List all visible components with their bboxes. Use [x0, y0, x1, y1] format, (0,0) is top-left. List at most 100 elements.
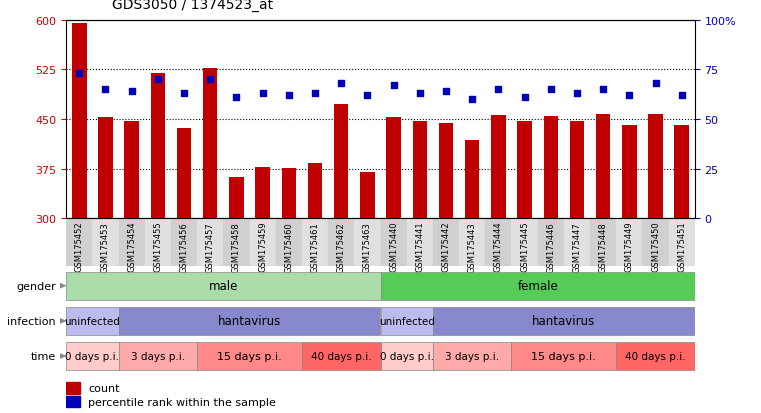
- Text: GSM175456: GSM175456: [180, 221, 189, 272]
- Text: GSM175455: GSM175455: [154, 221, 162, 272]
- Text: GSM175452: GSM175452: [75, 221, 84, 272]
- Bar: [616, 342, 695, 370]
- Bar: [302, 219, 328, 266]
- Bar: [537, 219, 564, 266]
- Bar: [669, 219, 695, 266]
- Text: GDS3050 / 1374523_at: GDS3050 / 1374523_at: [112, 0, 273, 12]
- Text: 15 days p.i.: 15 days p.i.: [531, 351, 596, 361]
- Text: 0 days p.i.: 0 days p.i.: [380, 351, 434, 361]
- Text: GSM175442: GSM175442: [441, 221, 451, 272]
- Point: [492, 87, 505, 93]
- Point: [361, 93, 374, 99]
- Bar: [486, 219, 511, 266]
- Bar: [98, 118, 113, 219]
- Text: GSM175463: GSM175463: [363, 221, 372, 272]
- Text: time: time: [30, 351, 56, 361]
- Text: GSM175444: GSM175444: [494, 221, 503, 272]
- Point: [204, 77, 216, 83]
- Point: [571, 91, 583, 97]
- Text: GSM175449: GSM175449: [625, 221, 634, 272]
- Bar: [355, 219, 380, 266]
- Point: [466, 97, 478, 103]
- Text: 15 days p.i.: 15 days p.i.: [217, 351, 282, 361]
- Text: GSM175462: GSM175462: [336, 221, 345, 272]
- Text: GSM175450: GSM175450: [651, 221, 660, 272]
- Bar: [66, 396, 81, 407]
- Text: GSM175458: GSM175458: [232, 221, 241, 272]
- Text: GSM175460: GSM175460: [285, 221, 293, 272]
- Text: 40 days p.i.: 40 days p.i.: [626, 351, 686, 361]
- Bar: [66, 307, 119, 335]
- Bar: [622, 126, 636, 219]
- Bar: [119, 342, 197, 370]
- Bar: [642, 219, 669, 266]
- Text: GSM175440: GSM175440: [389, 221, 398, 272]
- Bar: [648, 114, 663, 219]
- Bar: [328, 219, 355, 266]
- Point: [151, 77, 164, 83]
- Point: [414, 91, 426, 97]
- Bar: [433, 342, 511, 370]
- Bar: [66, 219, 92, 266]
- Bar: [433, 307, 695, 335]
- Bar: [66, 272, 380, 300]
- Bar: [590, 219, 616, 266]
- Bar: [177, 128, 191, 219]
- Bar: [119, 307, 380, 335]
- Bar: [412, 122, 427, 219]
- Bar: [256, 167, 270, 219]
- Point: [545, 87, 557, 93]
- Text: GSM175447: GSM175447: [572, 221, 581, 272]
- Bar: [250, 219, 275, 266]
- Bar: [616, 219, 642, 266]
- Text: hantavirus: hantavirus: [218, 315, 281, 328]
- Point: [335, 81, 347, 88]
- Text: male: male: [209, 280, 238, 292]
- Bar: [125, 122, 139, 219]
- Bar: [92, 219, 119, 266]
- Bar: [360, 173, 374, 219]
- Bar: [197, 219, 224, 266]
- Text: GSM175459: GSM175459: [258, 221, 267, 272]
- Bar: [465, 141, 479, 219]
- Bar: [380, 342, 433, 370]
- Text: 40 days p.i.: 40 days p.i.: [311, 351, 371, 361]
- Bar: [282, 169, 296, 219]
- Text: gender: gender: [16, 281, 56, 291]
- Bar: [72, 24, 87, 219]
- Text: 3 days p.i.: 3 days p.i.: [131, 351, 185, 361]
- Bar: [229, 178, 244, 219]
- Text: GSM175457: GSM175457: [205, 221, 215, 272]
- Point: [309, 91, 321, 97]
- Text: GSM175448: GSM175448: [599, 221, 607, 272]
- Text: GSM175454: GSM175454: [127, 221, 136, 272]
- Bar: [171, 219, 197, 266]
- Bar: [203, 69, 218, 219]
- Bar: [66, 342, 119, 370]
- Bar: [151, 74, 165, 219]
- Bar: [439, 124, 454, 219]
- Text: uninfected: uninfected: [379, 316, 435, 326]
- Text: uninfected: uninfected: [65, 316, 120, 326]
- Bar: [433, 219, 459, 266]
- Bar: [570, 122, 584, 219]
- Bar: [674, 126, 689, 219]
- Bar: [145, 219, 171, 266]
- Text: female: female: [517, 280, 558, 292]
- Text: GSM175441: GSM175441: [416, 221, 425, 272]
- Text: count: count: [88, 383, 119, 393]
- Point: [676, 93, 688, 99]
- Bar: [511, 219, 538, 266]
- Point: [100, 87, 112, 93]
- Point: [73, 71, 85, 78]
- Bar: [119, 219, 145, 266]
- Point: [126, 89, 138, 95]
- Bar: [380, 307, 433, 335]
- Bar: [380, 272, 695, 300]
- Point: [256, 91, 269, 97]
- Point: [649, 81, 661, 88]
- Point: [518, 95, 530, 101]
- Text: 0 days p.i.: 0 days p.i.: [65, 351, 119, 361]
- Text: GSM175461: GSM175461: [310, 221, 320, 272]
- Text: hantavirus: hantavirus: [532, 315, 595, 328]
